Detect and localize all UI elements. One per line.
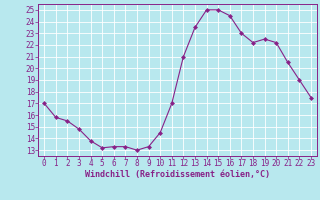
X-axis label: Windchill (Refroidissement éolien,°C): Windchill (Refroidissement éolien,°C) (85, 170, 270, 179)
